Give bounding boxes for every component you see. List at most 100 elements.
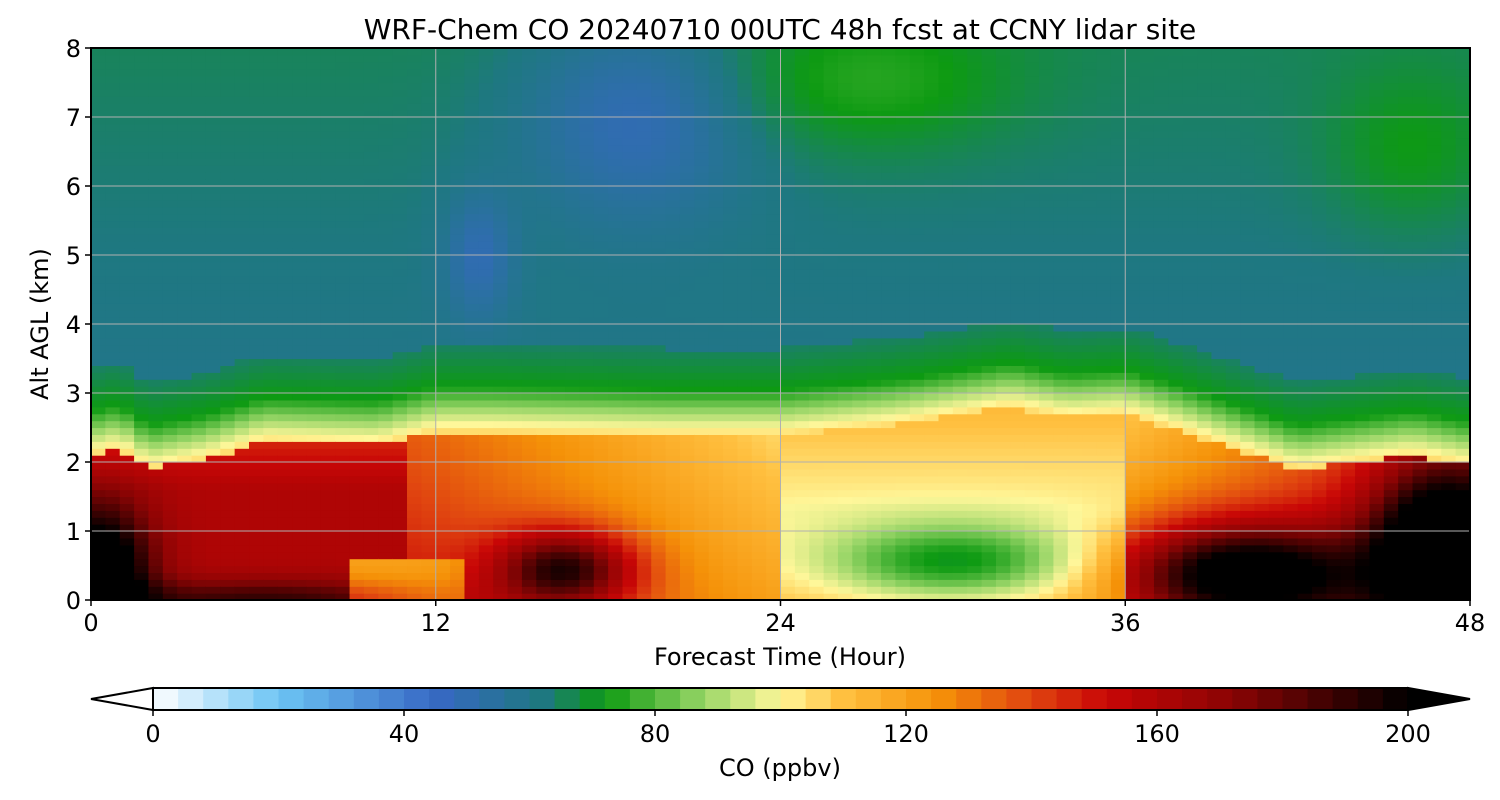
heatmap-cell	[852, 524, 868, 532]
heatmap-cell	[565, 179, 580, 187]
heatmap-cell	[651, 565, 667, 573]
heatmap-cell	[780, 413, 796, 422]
heatmap-cell	[263, 420, 279, 429]
heatmap-cell	[263, 186, 279, 194]
heatmap-cell	[277, 123, 293, 132]
heatmap-cell	[881, 496, 897, 504]
heatmap-cell	[809, 572, 825, 580]
heatmap-cell	[177, 213, 193, 222]
heatmap-cell	[363, 413, 379, 422]
heatmap-cell	[780, 296, 796, 304]
heatmap-cell	[335, 261, 351, 270]
heatmap-cell	[866, 455, 882, 463]
heatmap-cell	[679, 420, 695, 429]
heatmap-cell	[493, 531, 509, 539]
heatmap-cell	[780, 565, 796, 573]
heatmap-cell	[234, 192, 250, 201]
heatmap-cell	[809, 172, 825, 180]
heatmap-cell	[349, 517, 365, 525]
heatmap-cell	[493, 117, 509, 125]
heatmap-cell	[679, 427, 695, 435]
heatmap-cell	[809, 517, 825, 525]
heatmap-cell	[263, 441, 279, 449]
heatmap-cell	[679, 261, 695, 270]
heatmap-cell	[493, 324, 509, 332]
heatmap-cell	[780, 151, 796, 159]
heatmap-cell	[780, 282, 796, 291]
heatmap-cell	[550, 482, 566, 491]
heatmap-cell	[277, 310, 293, 318]
heatmap-cell	[967, 234, 983, 242]
heatmap-cell	[679, 130, 695, 139]
heatmap-cell	[837, 310, 853, 318]
heatmap-cell	[249, 399, 264, 408]
heatmap-cell	[335, 489, 351, 498]
heatmap-cell	[191, 365, 207, 373]
heatmap-cell	[378, 496, 394, 504]
heatmap-cell	[205, 165, 221, 173]
heatmap-cell	[780, 179, 796, 187]
heatmap-cell	[450, 241, 466, 249]
heatmap-cell	[292, 117, 308, 125]
heatmap-cell	[593, 54, 609, 63]
heatmap-cell	[421, 255, 437, 263]
heatmap-cell	[565, 110, 580, 118]
heatmap-cell	[881, 110, 897, 118]
heatmap-cell	[952, 593, 968, 600]
heatmap-cell	[837, 544, 853, 553]
heatmap-cell	[579, 579, 595, 587]
heatmap-cell	[967, 151, 983, 159]
heatmap-cell	[363, 544, 379, 553]
heatmap-cell	[837, 593, 853, 600]
heatmap-cell	[622, 89, 638, 97]
heatmap-cell	[536, 48, 552, 56]
heatmap-cell	[751, 103, 767, 111]
heatmap-cell	[292, 330, 308, 339]
heatmap-cell	[450, 103, 466, 111]
heatmap-cell	[665, 255, 681, 263]
heatmap-cell	[493, 372, 509, 380]
heatmap-cell	[938, 565, 954, 573]
heatmap-cell	[464, 241, 480, 249]
heatmap-cell	[507, 475, 523, 484]
heatmap-cell	[478, 117, 494, 125]
heatmap-cell	[234, 255, 250, 263]
heatmap-cell	[665, 96, 681, 104]
heatmap-cell	[220, 420, 236, 429]
heatmap-cell	[263, 255, 279, 263]
heatmap-cell	[608, 255, 624, 263]
heatmap-cell	[349, 434, 365, 442]
heatmap-cell	[952, 537, 968, 546]
heatmap-cell	[464, 379, 480, 387]
heatmap-cell	[651, 510, 667, 518]
heatmap-cell	[464, 475, 480, 484]
heatmap-cell	[191, 572, 207, 580]
heatmap-cell	[507, 572, 523, 580]
heatmap-cell	[421, 379, 437, 387]
heatmap-cell	[507, 48, 523, 56]
heatmap-cell	[895, 462, 911, 470]
heatmap-cell	[780, 448, 796, 456]
heatmap-cell	[378, 130, 394, 139]
heatmap-cell	[809, 337, 825, 346]
heatmap-cell	[608, 475, 624, 484]
heatmap-cell	[363, 110, 379, 118]
heatmap-cell	[694, 593, 710, 600]
heatmap-cell	[665, 227, 681, 235]
heatmap-cell	[220, 393, 236, 401]
heatmap-cell	[651, 151, 667, 159]
heatmap-cell	[392, 475, 408, 484]
heatmap-cell	[105, 61, 121, 70]
heatmap-cell	[536, 496, 552, 504]
heatmap-cell	[636, 475, 652, 484]
heatmap-cell	[565, 420, 580, 429]
heatmap-cell	[335, 579, 351, 587]
heatmap-cell	[622, 462, 638, 470]
heatmap-cell	[119, 268, 135, 277]
heatmap-cell	[277, 89, 293, 97]
heatmap-cell	[134, 510, 150, 518]
heatmap-cell	[723, 379, 739, 387]
heatmap-cell	[866, 510, 882, 518]
heatmap-cell	[263, 103, 279, 111]
heatmap-cell	[378, 68, 394, 77]
